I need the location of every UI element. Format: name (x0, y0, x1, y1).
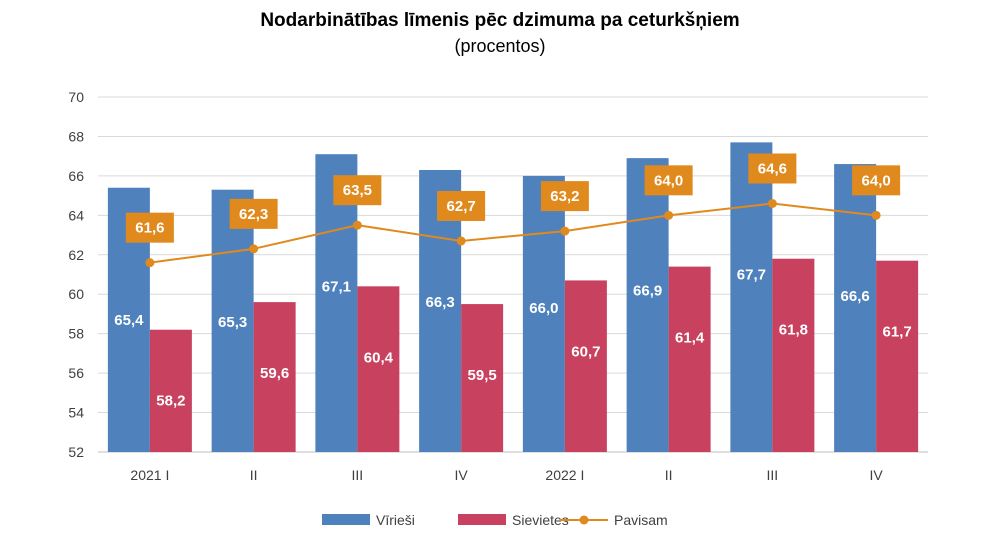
bar-sievietes (772, 258, 815, 452)
data-label-pavisam: 62,7 (447, 198, 476, 215)
y-tick-label: 68 (68, 128, 84, 144)
y-tick-label: 70 (68, 89, 84, 105)
bar-sievietes (253, 302, 296, 452)
data-label-sievietes: 61,7 (883, 324, 912, 341)
chart-title: Nodarbinātības līmenis pēc dzimuma pa ce… (260, 10, 740, 31)
data-label-pavisam: 64,6 (758, 161, 787, 178)
data-label-virieshi: 67,7 (737, 267, 766, 284)
data-label-sievietes: 60,4 (364, 349, 394, 366)
x-tick-label: II (665, 467, 673, 483)
y-tick-label: 66 (68, 168, 84, 184)
x-tick-label: 2021 I (130, 467, 169, 483)
label-box-pavisam (852, 165, 901, 196)
bar-sievietes (876, 260, 919, 452)
bar-sievietes (564, 280, 607, 452)
bar-virieshi (834, 164, 877, 453)
x-tick-label: 2022 I (545, 467, 584, 483)
data-label-sievietes: 61,4 (675, 330, 705, 347)
data-label-pavisam: 64,0 (862, 172, 891, 189)
legend-label-virieshi: Vīrieši (376, 512, 415, 528)
y-tick-label: 62 (68, 247, 84, 263)
data-label-virieshi: 65,4 (114, 312, 144, 329)
data-label-pavisam: 63,2 (550, 188, 579, 205)
label-box-pavisam (644, 165, 693, 196)
point-pavisam (664, 210, 674, 220)
bar-sievietes (668, 266, 711, 452)
label-box-pavisam (437, 190, 486, 221)
point-pavisam (456, 236, 466, 246)
x-tick-label: III (352, 467, 364, 483)
x-tick-label: IV (870, 467, 884, 483)
y-tick-label: 52 (68, 444, 84, 460)
data-label-sievietes: 61,8 (779, 322, 808, 339)
line-pavisam (149, 202, 877, 264)
label-box-pavisam (125, 212, 174, 243)
point-pavisam (767, 199, 777, 208)
data-label-pavisam: 63,5 (343, 182, 372, 199)
data-label-sievietes: 59,5 (468, 367, 497, 384)
data-label-virieshi: 66,3 (426, 294, 455, 311)
data-label-virieshi: 66,9 (633, 282, 662, 299)
data-label-virieshi: 66,6 (841, 288, 870, 305)
data-label-virieshi: 67,1 (322, 278, 351, 295)
data-label-pavisam: 64,0 (654, 172, 683, 189)
bar-virieshi (626, 158, 669, 452)
legend-marker-pavisam (579, 515, 589, 525)
bar-sievietes (357, 286, 400, 452)
label-box-pavisam (333, 175, 382, 206)
bar-sievietes (461, 304, 504, 452)
legend-swatch-virieshi (322, 514, 370, 525)
chart-subtitle: (procentos) (454, 36, 546, 56)
point-pavisam (871, 210, 881, 220)
y-tick-label: 56 (68, 365, 84, 381)
bar-virieshi (522, 175, 565, 452)
data-label-sievietes: 60,7 (571, 343, 600, 360)
point-pavisam (352, 220, 362, 230)
x-tick-label: III (767, 467, 779, 483)
legend-label-pavisam: Pavisam (614, 512, 668, 528)
y-tick-label: 60 (68, 286, 84, 302)
label-box-pavisam (229, 198, 278, 229)
data-label-pavisam: 61,6 (135, 220, 164, 237)
bar-virieshi (730, 142, 773, 452)
data-label-virieshi: 65,3 (218, 314, 247, 331)
data-label-sievietes: 59,6 (260, 365, 289, 382)
data-label-pavisam: 62,3 (239, 206, 268, 223)
label-box-pavisam (540, 181, 589, 212)
legend-label-sievietes: Sievietes (512, 512, 569, 528)
x-tick-label: II (250, 467, 258, 483)
point-pavisam (560, 226, 570, 236)
point-pavisam (249, 244, 259, 254)
point-pavisam (145, 258, 155, 268)
bar-sievietes (149, 329, 192, 452)
label-box-pavisam (748, 153, 797, 184)
y-tick-label: 64 (68, 207, 84, 223)
x-tick-label: IV (455, 467, 469, 483)
data-label-virieshi: 66,0 (529, 300, 558, 317)
legend-swatch-sievietes (458, 514, 506, 525)
y-tick-label: 58 (68, 326, 84, 342)
data-label-sievietes: 58,2 (156, 393, 185, 410)
bar-virieshi (211, 189, 254, 452)
y-tick-label: 54 (68, 405, 84, 421)
